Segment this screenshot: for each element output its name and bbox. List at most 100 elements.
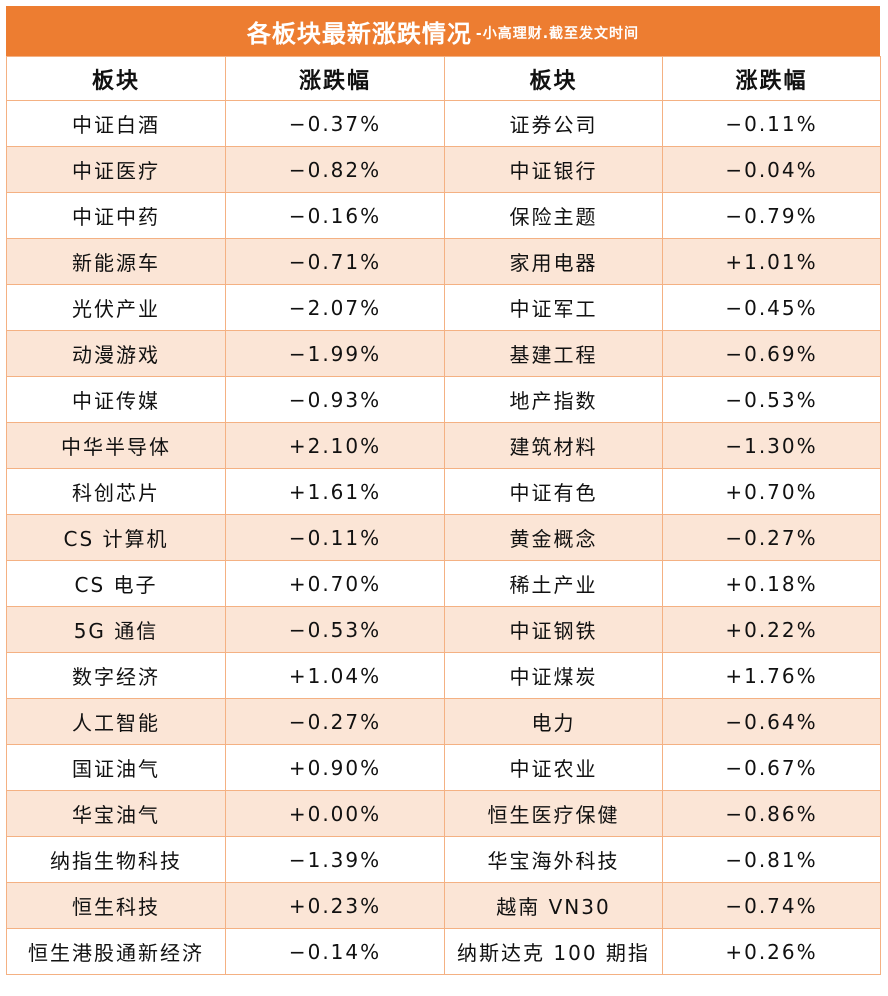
sector-name-right: 华宝海外科技 xyxy=(444,836,663,883)
sector-name-left: 光伏产业 xyxy=(6,284,226,331)
table-row: CS 计算机 −0.11% 黄金概念 −0.27% xyxy=(6,514,881,561)
sector-name-left: CS 计算机 xyxy=(6,514,226,561)
change-value-left: +1.04% xyxy=(225,652,445,699)
change-value-left: −0.27% xyxy=(225,698,445,745)
change-value-right: +0.22% xyxy=(662,606,881,653)
change-value-left: +2.10% xyxy=(225,422,445,469)
change-value-right: −0.53% xyxy=(662,376,881,423)
title-bar: 各板块最新涨跌情况 -小高理财.截至发文时间 xyxy=(6,6,880,56)
table-row: 华宝油气 +0.00% 恒生医疗保健 −0.86% xyxy=(6,790,881,837)
table-row: 恒生科技 +0.23% 越南 VN30 −0.74% xyxy=(6,882,881,929)
column-header-change-right: 涨跌幅 xyxy=(662,56,881,101)
change-value-right: −0.11% xyxy=(662,100,881,147)
change-value-left: +1.61% xyxy=(225,468,445,515)
sector-name-left: 恒生科技 xyxy=(6,882,226,929)
change-value-left: −0.93% xyxy=(225,376,445,423)
change-value-right: −0.79% xyxy=(662,192,881,239)
table-row: 中证白酒 −0.37% 证券公司 −0.11% xyxy=(6,100,881,147)
change-value-left: +0.90% xyxy=(225,744,445,791)
table-row: 中证医疗 −0.82% 中证银行 −0.04% xyxy=(6,146,881,193)
sector-name-right: 中证有色 xyxy=(444,468,663,515)
table-row: 纳指生物科技 −1.39% 华宝海外科技 −0.81% xyxy=(6,836,881,883)
table-row: 数字经济 +1.04% 中证煤炭 +1.76% xyxy=(6,652,881,699)
column-header-change-left: 涨跌幅 xyxy=(225,56,445,101)
change-value-left: +0.00% xyxy=(225,790,445,837)
change-value-right: −0.81% xyxy=(662,836,881,883)
sector-name-left: 中证医疗 xyxy=(6,146,226,193)
change-value-left: +0.70% xyxy=(225,560,445,607)
sector-name-right: 中证煤炭 xyxy=(444,652,663,699)
table-row: 5G 通信 −0.53% 中证钢铁 +0.22% xyxy=(6,606,881,653)
sector-name-right: 保险主题 xyxy=(444,192,663,239)
change-value-right: +0.26% xyxy=(662,928,881,975)
sector-name-right: 中证农业 xyxy=(444,744,663,791)
change-value-right: −0.64% xyxy=(662,698,881,745)
sector-name-right: 基建工程 xyxy=(444,330,663,377)
sector-name-left: 新能源车 xyxy=(6,238,226,285)
change-value-right: −0.67% xyxy=(662,744,881,791)
sector-name-left: 动漫游戏 xyxy=(6,330,226,377)
header-row: 板块 涨跌幅 板块 涨跌幅 xyxy=(6,56,881,101)
column-header-sector-left: 板块 xyxy=(6,56,226,101)
table-row: 中证传媒 −0.93% 地产指数 −0.53% xyxy=(6,376,881,423)
sector-name-left: CS 电子 xyxy=(6,560,226,607)
table-body: 中证白酒 −0.37% 证券公司 −0.11% 中证医疗 −0.82% 中证银行 −0.04%… xyxy=(6,100,881,975)
sector-table: 板块 涨跌幅 板块 涨跌幅 中证白酒 −0.37% 证券公司 −0.11% 中证医疗 −0… xyxy=(6,56,881,975)
sector-name-right: 证券公司 xyxy=(444,100,663,147)
sector-name-right: 稀土产业 xyxy=(444,560,663,607)
sector-name-right: 恒生医疗保健 xyxy=(444,790,663,837)
table-row: 动漫游戏 −1.99% 基建工程 −0.69% xyxy=(6,330,881,377)
sector-name-left: 国证油气 xyxy=(6,744,226,791)
sector-name-left: 华宝油气 xyxy=(6,790,226,837)
table-row: 光伏产业 −2.07% 中证军工 −0.45% xyxy=(6,284,881,331)
sector-name-right: 家用电器 xyxy=(444,238,663,285)
table-row: 人工智能 −0.27% 电力 −0.64% xyxy=(6,698,881,745)
change-value-right: +1.76% xyxy=(662,652,881,699)
change-value-right: +0.18% xyxy=(662,560,881,607)
change-value-right: −0.45% xyxy=(662,284,881,331)
sector-name-left: 人工智能 xyxy=(6,698,226,745)
change-value-left: −0.37% xyxy=(225,100,445,147)
sector-name-left: 科创芯片 xyxy=(6,468,226,515)
change-value-right: −0.04% xyxy=(662,146,881,193)
sector-name-right: 地产指数 xyxy=(444,376,663,423)
sector-name-left: 中证白酒 xyxy=(6,100,226,147)
change-value-left: −0.11% xyxy=(225,514,445,561)
table-row: CS 电子 +0.70% 稀土产业 +0.18% xyxy=(6,560,881,607)
table-row: 科创芯片 +1.61% 中证有色 +0.70% xyxy=(6,468,881,515)
change-value-left: −0.14% xyxy=(225,928,445,975)
sector-name-right: 中证军工 xyxy=(444,284,663,331)
page-subtitle: -小高理财.截至发文时间 xyxy=(475,26,640,42)
table-row: 中华半导体 +2.10% 建筑材料 −1.30% xyxy=(6,422,881,469)
sector-name-right: 中证钢铁 xyxy=(444,606,663,653)
sector-name-right: 纳斯达克 100 期指 xyxy=(444,928,663,975)
sector-name-right: 黄金概念 xyxy=(444,514,663,561)
sector-name-right: 电力 xyxy=(444,698,663,745)
change-value-left: −1.99% xyxy=(225,330,445,377)
sector-name-right: 越南 VN30 xyxy=(444,882,663,929)
change-value-left: −0.16% xyxy=(225,192,445,239)
change-value-right: −0.74% xyxy=(662,882,881,929)
change-value-right: −0.27% xyxy=(662,514,881,561)
change-value-left: −0.53% xyxy=(225,606,445,653)
sector-name-left: 恒生港股通新经济 xyxy=(6,928,226,975)
sector-name-right: 建筑材料 xyxy=(444,422,663,469)
change-value-right: −1.30% xyxy=(662,422,881,469)
change-value-right: +1.01% xyxy=(662,238,881,285)
change-value-left: +0.23% xyxy=(225,882,445,929)
table-row: 新能源车 −0.71% 家用电器 +1.01% xyxy=(6,238,881,285)
page-title: 各板块最新涨跌情况 xyxy=(246,19,472,48)
sector-name-left: 纳指生物科技 xyxy=(6,836,226,883)
change-value-left: −0.71% xyxy=(225,238,445,285)
change-value-right: −0.69% xyxy=(662,330,881,377)
table-row: 国证油气 +0.90% 中证农业 −0.67% xyxy=(6,744,881,791)
change-value-right: +0.70% xyxy=(662,468,881,515)
sector-name-left: 中华半导体 xyxy=(6,422,226,469)
change-value-right: −0.86% xyxy=(662,790,881,837)
table-row: 中证中药 −0.16% 保险主题 −0.79% xyxy=(6,192,881,239)
sector-name-left: 中证中药 xyxy=(6,192,226,239)
change-value-left: −0.82% xyxy=(225,146,445,193)
sector-name-right: 中证银行 xyxy=(444,146,663,193)
sector-name-left: 中证传媒 xyxy=(6,376,226,423)
